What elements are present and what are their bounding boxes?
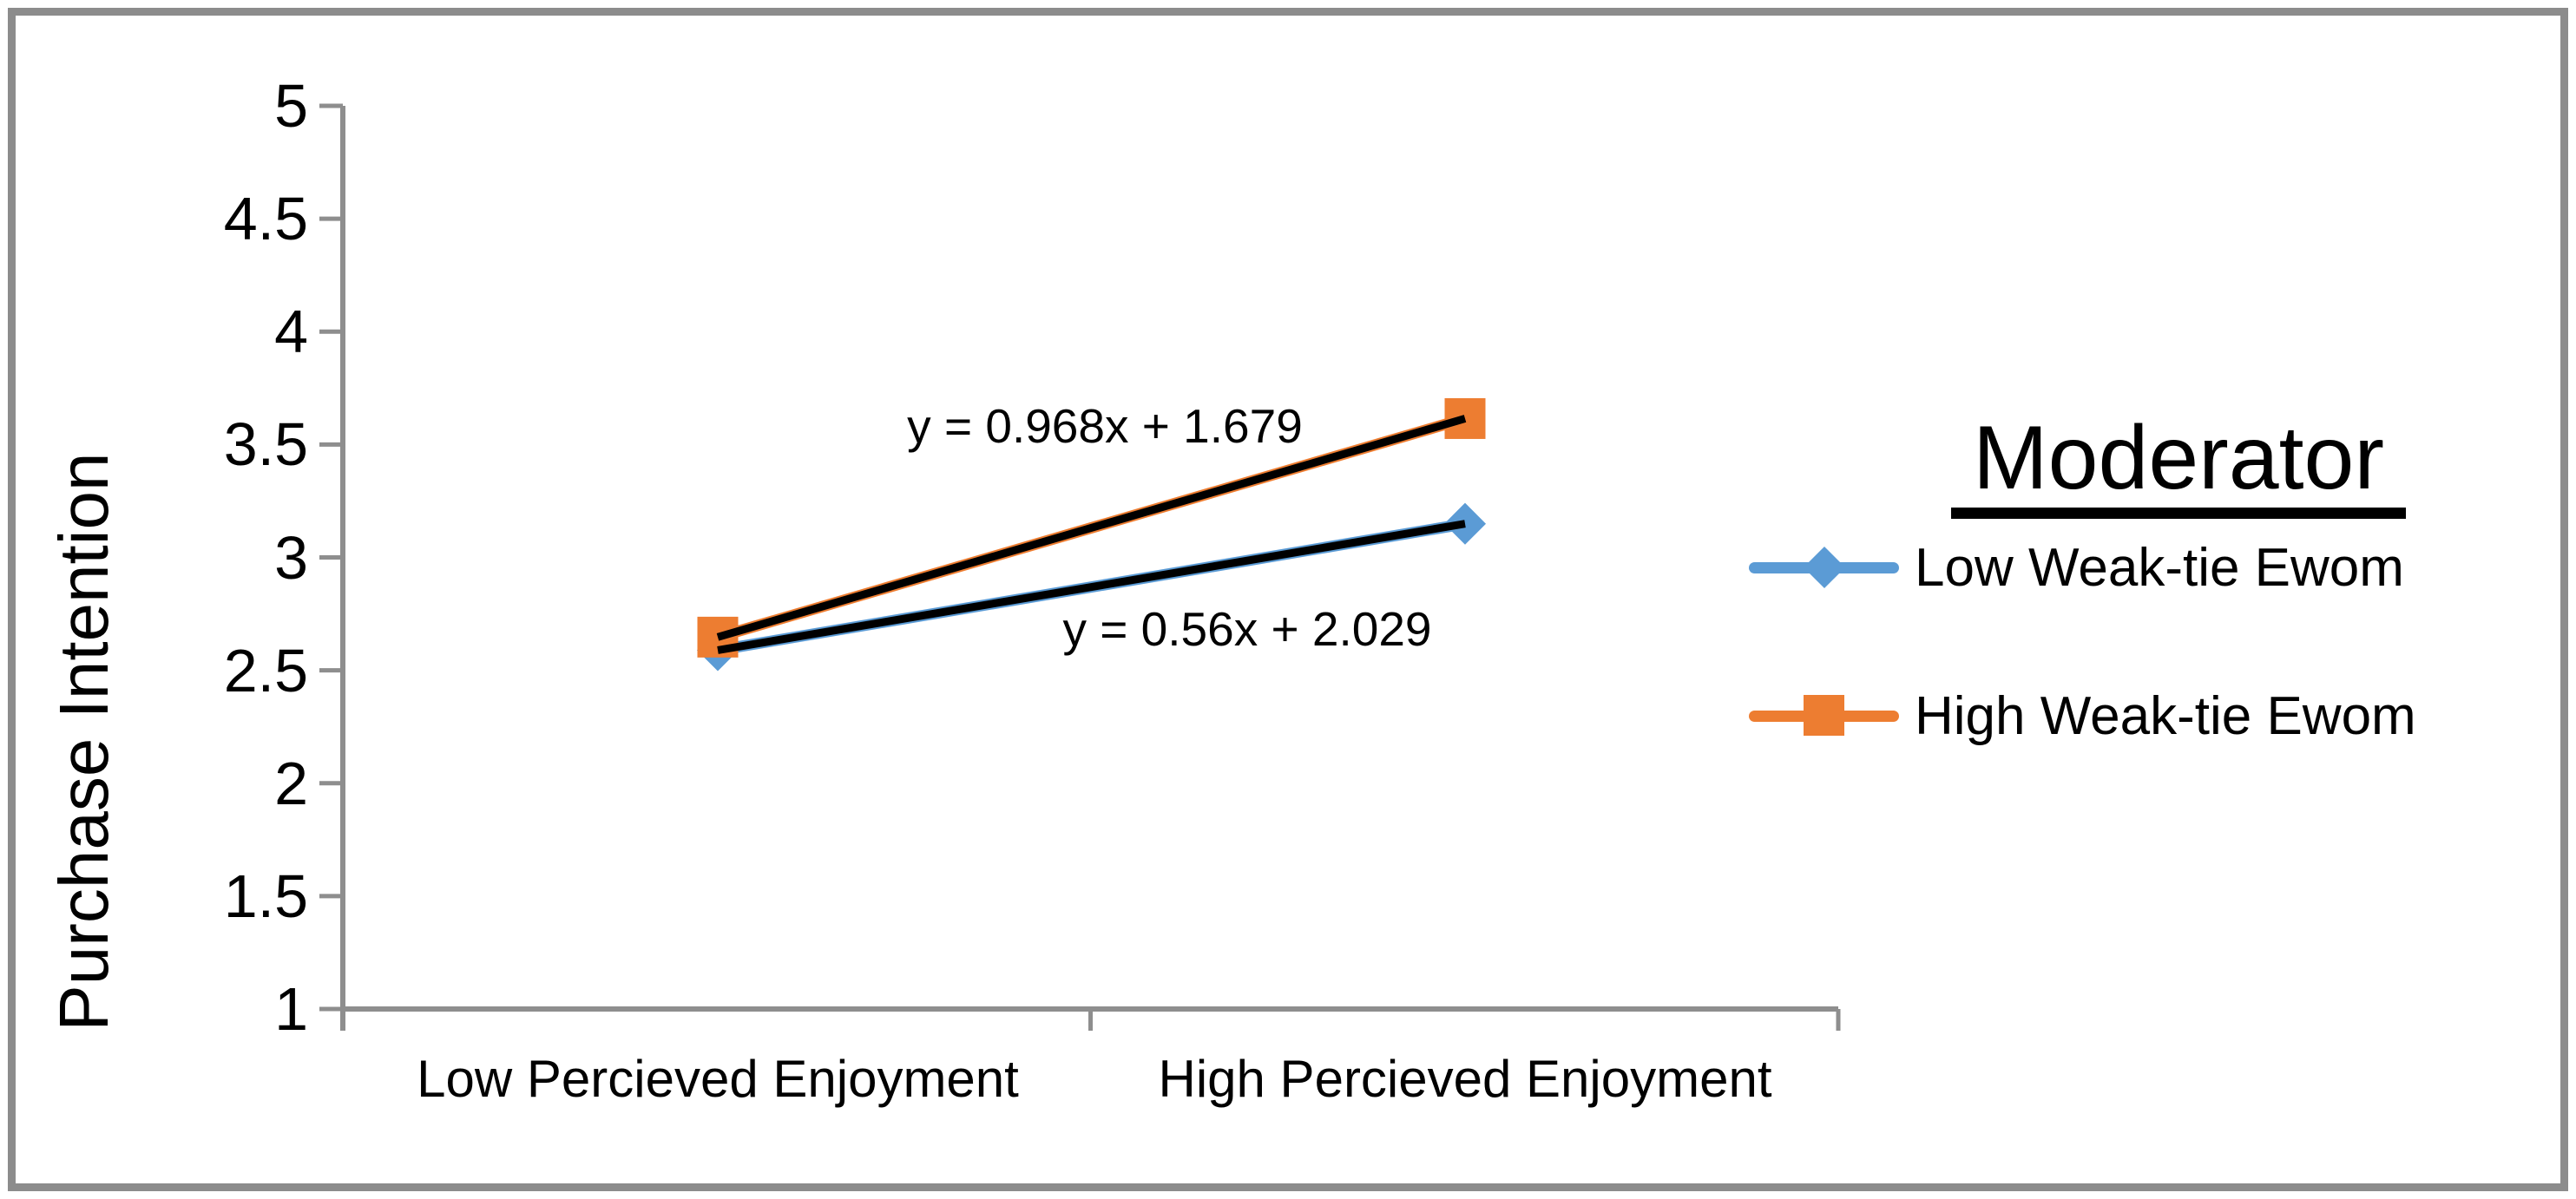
- x-category-label-low: Low Percieved Enjoyment: [417, 1050, 1019, 1108]
- y-tick-label: 2.5: [223, 637, 308, 704]
- y-tick-label: 4: [274, 298, 308, 365]
- trendline-equation-high: y = 0.968x + 1.679: [907, 399, 1303, 453]
- legend-item-label-high: High Weak-tie Ewom: [1915, 686, 2416, 746]
- y-tick-label: 3: [274, 524, 308, 592]
- y-tick-label: 2: [274, 750, 308, 817]
- trendline-equation-low: y = 0.56x + 2.029: [1062, 602, 1432, 656]
- y-tick-label: 5: [274, 72, 308, 140]
- legend-title-underline: [1951, 508, 2406, 519]
- trendline-1: [716, 415, 1467, 641]
- x-category-label-high: High Percieved Enjoyment: [1158, 1050, 1772, 1108]
- legend-title: Moderator: [1973, 408, 2384, 508]
- y-tick-label: 1.5: [223, 862, 308, 930]
- y-tick-label: 4.5: [223, 185, 308, 252]
- square-icon: [1804, 695, 1844, 736]
- y-axis-title: Purchase Intention: [45, 452, 122, 1032]
- legend-item-label-low: Low Weak-tie Ewom: [1915, 538, 2404, 598]
- chart-border: [8, 8, 2568, 1191]
- trendline-0: [717, 520, 1466, 654]
- y-tick-label: 3.5: [223, 410, 308, 478]
- y-tick-label: 1: [274, 975, 308, 1043]
